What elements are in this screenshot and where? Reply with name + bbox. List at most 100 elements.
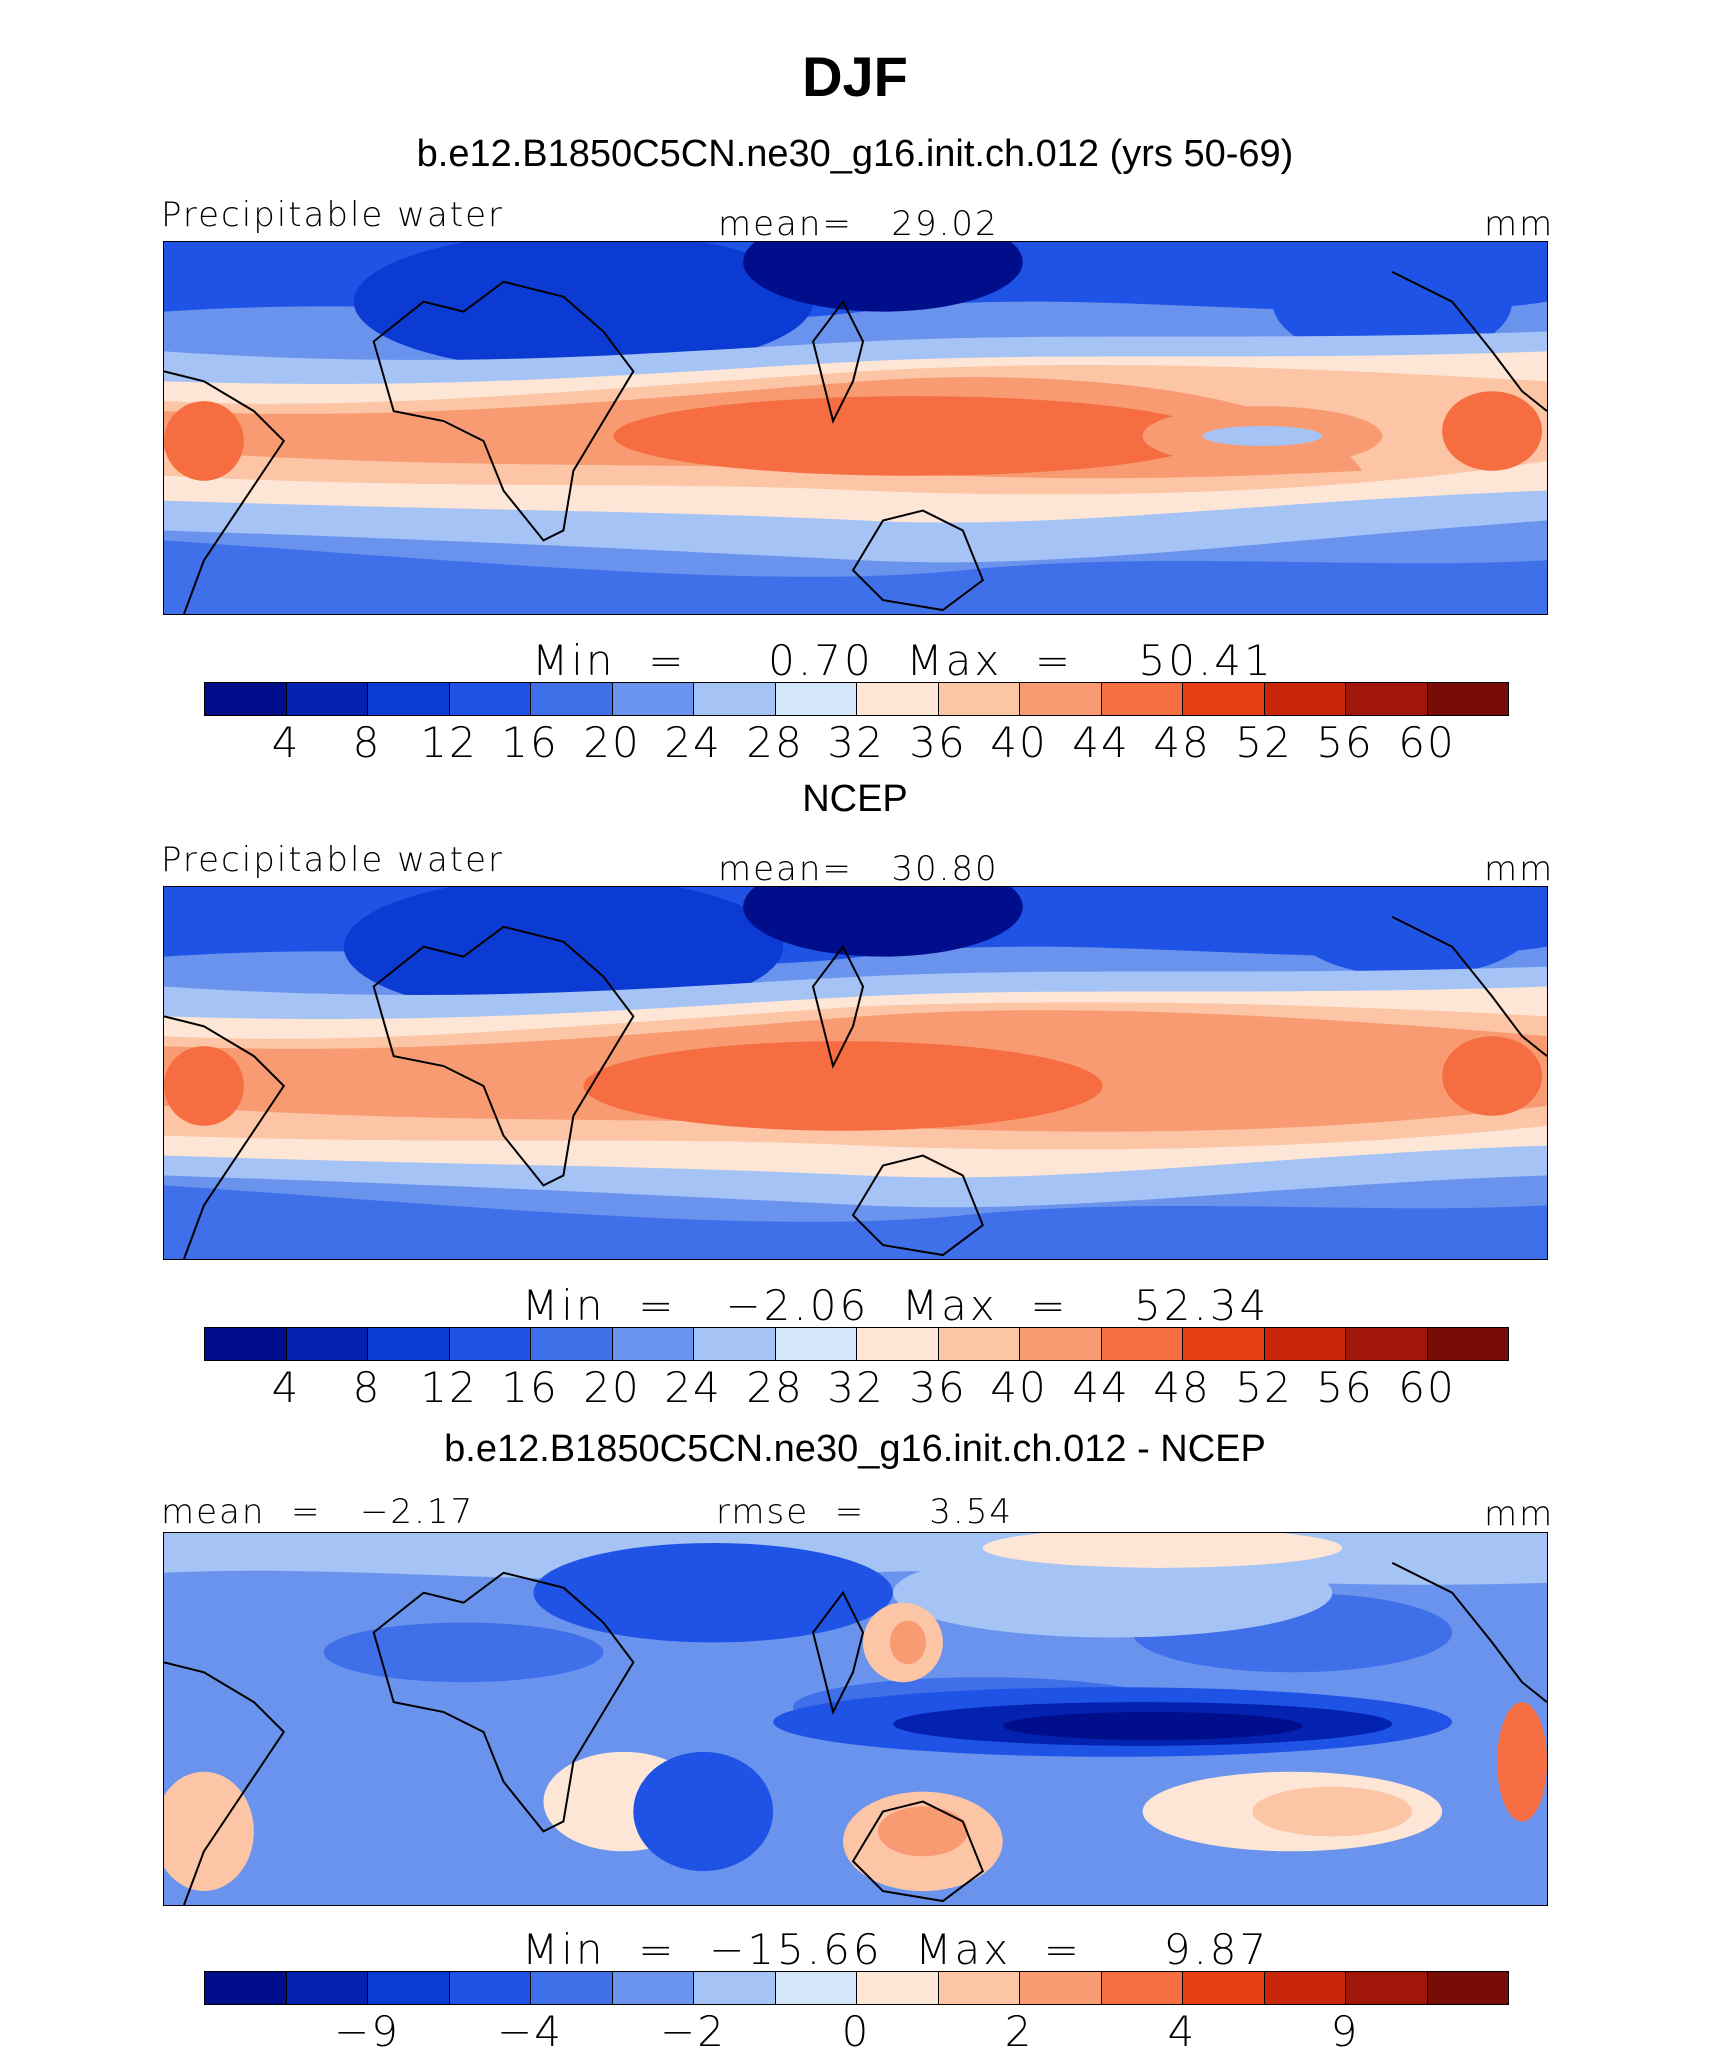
- panel-2-title: NCEP: [802, 778, 908, 820]
- colorbar-tick-label: 2: [1004, 2007, 1034, 2056]
- panel-2-units-label: mm: [1484, 849, 1555, 889]
- colorbar-tick-label: 16: [501, 718, 559, 767]
- panel-2-colorbar: [204, 1327, 1509, 1361]
- panel-1-map-field: [164, 242, 1547, 614]
- colorbar-swatch: [368, 683, 450, 715]
- colorbar-swatch: [205, 683, 287, 715]
- colorbar-tick-label: 0: [841, 2007, 871, 2056]
- colorbar-swatch: [531, 1972, 613, 2004]
- colorbar-tick-label: 40: [990, 1363, 1048, 1412]
- panel-1-map: [163, 241, 1548, 615]
- colorbar-tick-label: 28: [746, 1363, 804, 1412]
- colorbar-swatch: [531, 1328, 613, 1360]
- panel-2-min-max: Min = −2.06 Max = 52.34: [522, 1281, 1270, 1330]
- panel-1-title: b.e12.B1850C5CN.ne30_g16.init.ch.012 (yr…: [416, 133, 1294, 175]
- colorbar-swatch: [1427, 1328, 1508, 1360]
- colorbar-tick-label: 4: [1167, 2007, 1197, 2056]
- colorbar-tick-label: 24: [664, 1363, 722, 1412]
- colorbar-swatch: [449, 1328, 531, 1360]
- colorbar-swatch: [205, 1972, 287, 2004]
- colorbar-tick-label: 4: [271, 1363, 301, 1412]
- colorbar-tick-label: −9: [334, 2007, 400, 2056]
- colorbar-tick-label: 48: [1153, 1363, 1211, 1412]
- colorbar-tick-label: 36: [909, 1363, 967, 1412]
- colorbar-swatch: [612, 683, 694, 715]
- colorbar-swatch: [368, 1328, 450, 1360]
- colorbar-tick-label: 8: [352, 718, 382, 767]
- colorbar-swatch: [1101, 1972, 1183, 2004]
- colorbar-tick-label: 60: [1398, 1363, 1456, 1412]
- colorbar-tick-label: 48: [1153, 718, 1211, 767]
- panel-3-colorbar: [204, 1971, 1509, 2005]
- colorbar-tick-label: 4: [271, 718, 301, 767]
- colorbar-swatch: [775, 683, 857, 715]
- colorbar-tick-label: 12: [420, 718, 478, 767]
- colorbar-swatch: [938, 683, 1020, 715]
- colorbar-tick-label: 8: [352, 1363, 382, 1412]
- panel-2-map: [163, 886, 1548, 1260]
- colorbar-swatch: [1264, 1972, 1346, 2004]
- colorbar-swatch: [1020, 1328, 1102, 1360]
- colorbar-tick-label: −2: [660, 2007, 726, 2056]
- colorbar-swatch: [286, 1328, 368, 1360]
- panel-3-rmse-label: rmse = 3.54: [716, 1492, 1013, 1532]
- colorbar-swatch: [775, 1972, 857, 2004]
- colorbar-swatch: [1427, 1972, 1508, 2004]
- colorbar-swatch: [1346, 1328, 1428, 1360]
- colorbar-swatch: [694, 1972, 776, 2004]
- colorbar-swatch: [857, 683, 939, 715]
- colorbar-swatch: [286, 683, 368, 715]
- colorbar-swatch: [1346, 683, 1428, 715]
- panel-2-map-field: [164, 887, 1547, 1259]
- panel-3-units-label: mm: [1484, 1494, 1555, 1534]
- panel-3-mean-label: mean = −2.17: [161, 1492, 475, 1532]
- colorbar-tick-label: 60: [1398, 718, 1456, 767]
- colorbar-swatch: [857, 1972, 939, 2004]
- panel-3-title: b.e12.B1850C5CN.ne30_g16.init.ch.012 - N…: [444, 1428, 1266, 1470]
- colorbar-swatch: [1346, 1972, 1428, 2004]
- colorbar-tick-label: 28: [746, 718, 804, 767]
- colorbar-swatch: [1101, 683, 1183, 715]
- colorbar-swatch: [1183, 1972, 1265, 2004]
- colorbar-swatch: [1020, 1972, 1102, 2004]
- colorbar-swatch: [286, 1972, 368, 2004]
- colorbar-tick-label: 40: [990, 718, 1048, 767]
- colorbar-swatch: [1264, 1328, 1346, 1360]
- colorbar-tick-label: 20: [583, 1363, 641, 1412]
- colorbar-swatch: [694, 683, 776, 715]
- panel-1-colorbar: [204, 682, 1509, 716]
- panel-1-min-max: Min = 0.70 Max = 50.41: [532, 636, 1274, 685]
- colorbar-swatch: [612, 1972, 694, 2004]
- panel-2-mean-label: mean= 30.80: [718, 849, 999, 889]
- colorbar-tick-label: 24: [664, 718, 722, 767]
- colorbar-swatch: [938, 1972, 1020, 2004]
- colorbar-swatch: [1183, 1328, 1265, 1360]
- colorbar-swatch: [694, 1328, 776, 1360]
- colorbar-tick-label: 32: [827, 718, 885, 767]
- colorbar-tick-label: 16: [501, 1363, 559, 1412]
- panel-1-units-label: mm: [1484, 204, 1555, 244]
- colorbar-tick-label: 36: [909, 718, 967, 767]
- colorbar-tick-label: 52: [1235, 1363, 1293, 1412]
- colorbar-swatch: [775, 1328, 857, 1360]
- panel-3-map-field: [164, 1533, 1547, 1905]
- panel-1-mean-label: mean= 29.02: [718, 204, 999, 244]
- colorbar-swatch: [531, 683, 613, 715]
- colorbar-swatch: [857, 1328, 939, 1360]
- colorbar-swatch: [612, 1328, 694, 1360]
- colorbar-swatch: [1020, 683, 1102, 715]
- colorbar-tick-label: 12: [420, 1363, 478, 1412]
- panel-2-variable-label: Precipitable water: [161, 840, 505, 880]
- colorbar-tick-label: 44: [1072, 718, 1130, 767]
- colorbar-swatch: [449, 683, 531, 715]
- colorbar-tick-label: 20: [583, 718, 641, 767]
- colorbar-tick-label: 56: [1316, 1363, 1374, 1412]
- figure-title: DJF: [802, 45, 908, 108]
- colorbar-tick-label: −4: [497, 2007, 563, 2056]
- colorbar-tick-label: 9: [1330, 2007, 1360, 2056]
- panel-3-map: [163, 1532, 1548, 1906]
- colorbar-swatch: [938, 1328, 1020, 1360]
- colorbar-swatch: [1183, 683, 1265, 715]
- colorbar-tick-label: 44: [1072, 1363, 1130, 1412]
- panel-3-min-max: Min = −15.66 Max = 9.87: [522, 1925, 1270, 1974]
